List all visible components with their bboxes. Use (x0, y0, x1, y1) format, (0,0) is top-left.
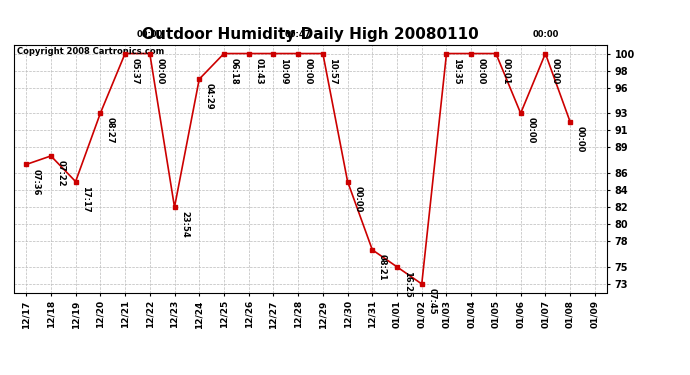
Text: 05:37: 05:37 (130, 58, 139, 84)
Text: 00:00: 00:00 (304, 58, 313, 84)
Text: 07:45: 07:45 (427, 288, 436, 315)
Text: 07:36: 07:36 (32, 169, 41, 195)
Text: 16:25: 16:25 (402, 271, 412, 298)
Text: 23:54: 23:54 (180, 211, 189, 238)
Text: 00:00: 00:00 (137, 30, 163, 39)
Text: 00:00: 00:00 (551, 58, 560, 84)
Text: 00:00: 00:00 (155, 58, 164, 84)
Text: 01:43: 01:43 (254, 58, 264, 84)
Text: 00:47: 00:47 (285, 30, 311, 39)
Text: 00:00: 00:00 (532, 30, 559, 39)
Title: Outdoor Humidity Daily High 20080110: Outdoor Humidity Daily High 20080110 (142, 27, 479, 42)
Text: 08:27: 08:27 (106, 117, 115, 144)
Text: 10:09: 10:09 (279, 58, 288, 84)
Text: 04:29: 04:29 (205, 83, 214, 110)
Text: 00:00: 00:00 (353, 186, 362, 212)
Text: 00:00: 00:00 (575, 126, 584, 152)
Text: 08:21: 08:21 (378, 254, 387, 280)
Text: Copyright 2008 Cartronics.com: Copyright 2008 Cartronics.com (17, 48, 164, 57)
Text: 00:01: 00:01 (502, 58, 511, 84)
Text: 00:00: 00:00 (477, 58, 486, 84)
Text: 19:35: 19:35 (452, 58, 461, 84)
Text: 17:17: 17:17 (81, 186, 90, 212)
Text: 10:57: 10:57 (328, 58, 337, 84)
Text: 06:18: 06:18 (230, 58, 239, 84)
Text: 07:22: 07:22 (57, 160, 66, 187)
Text: 00:00: 00:00 (526, 117, 535, 144)
